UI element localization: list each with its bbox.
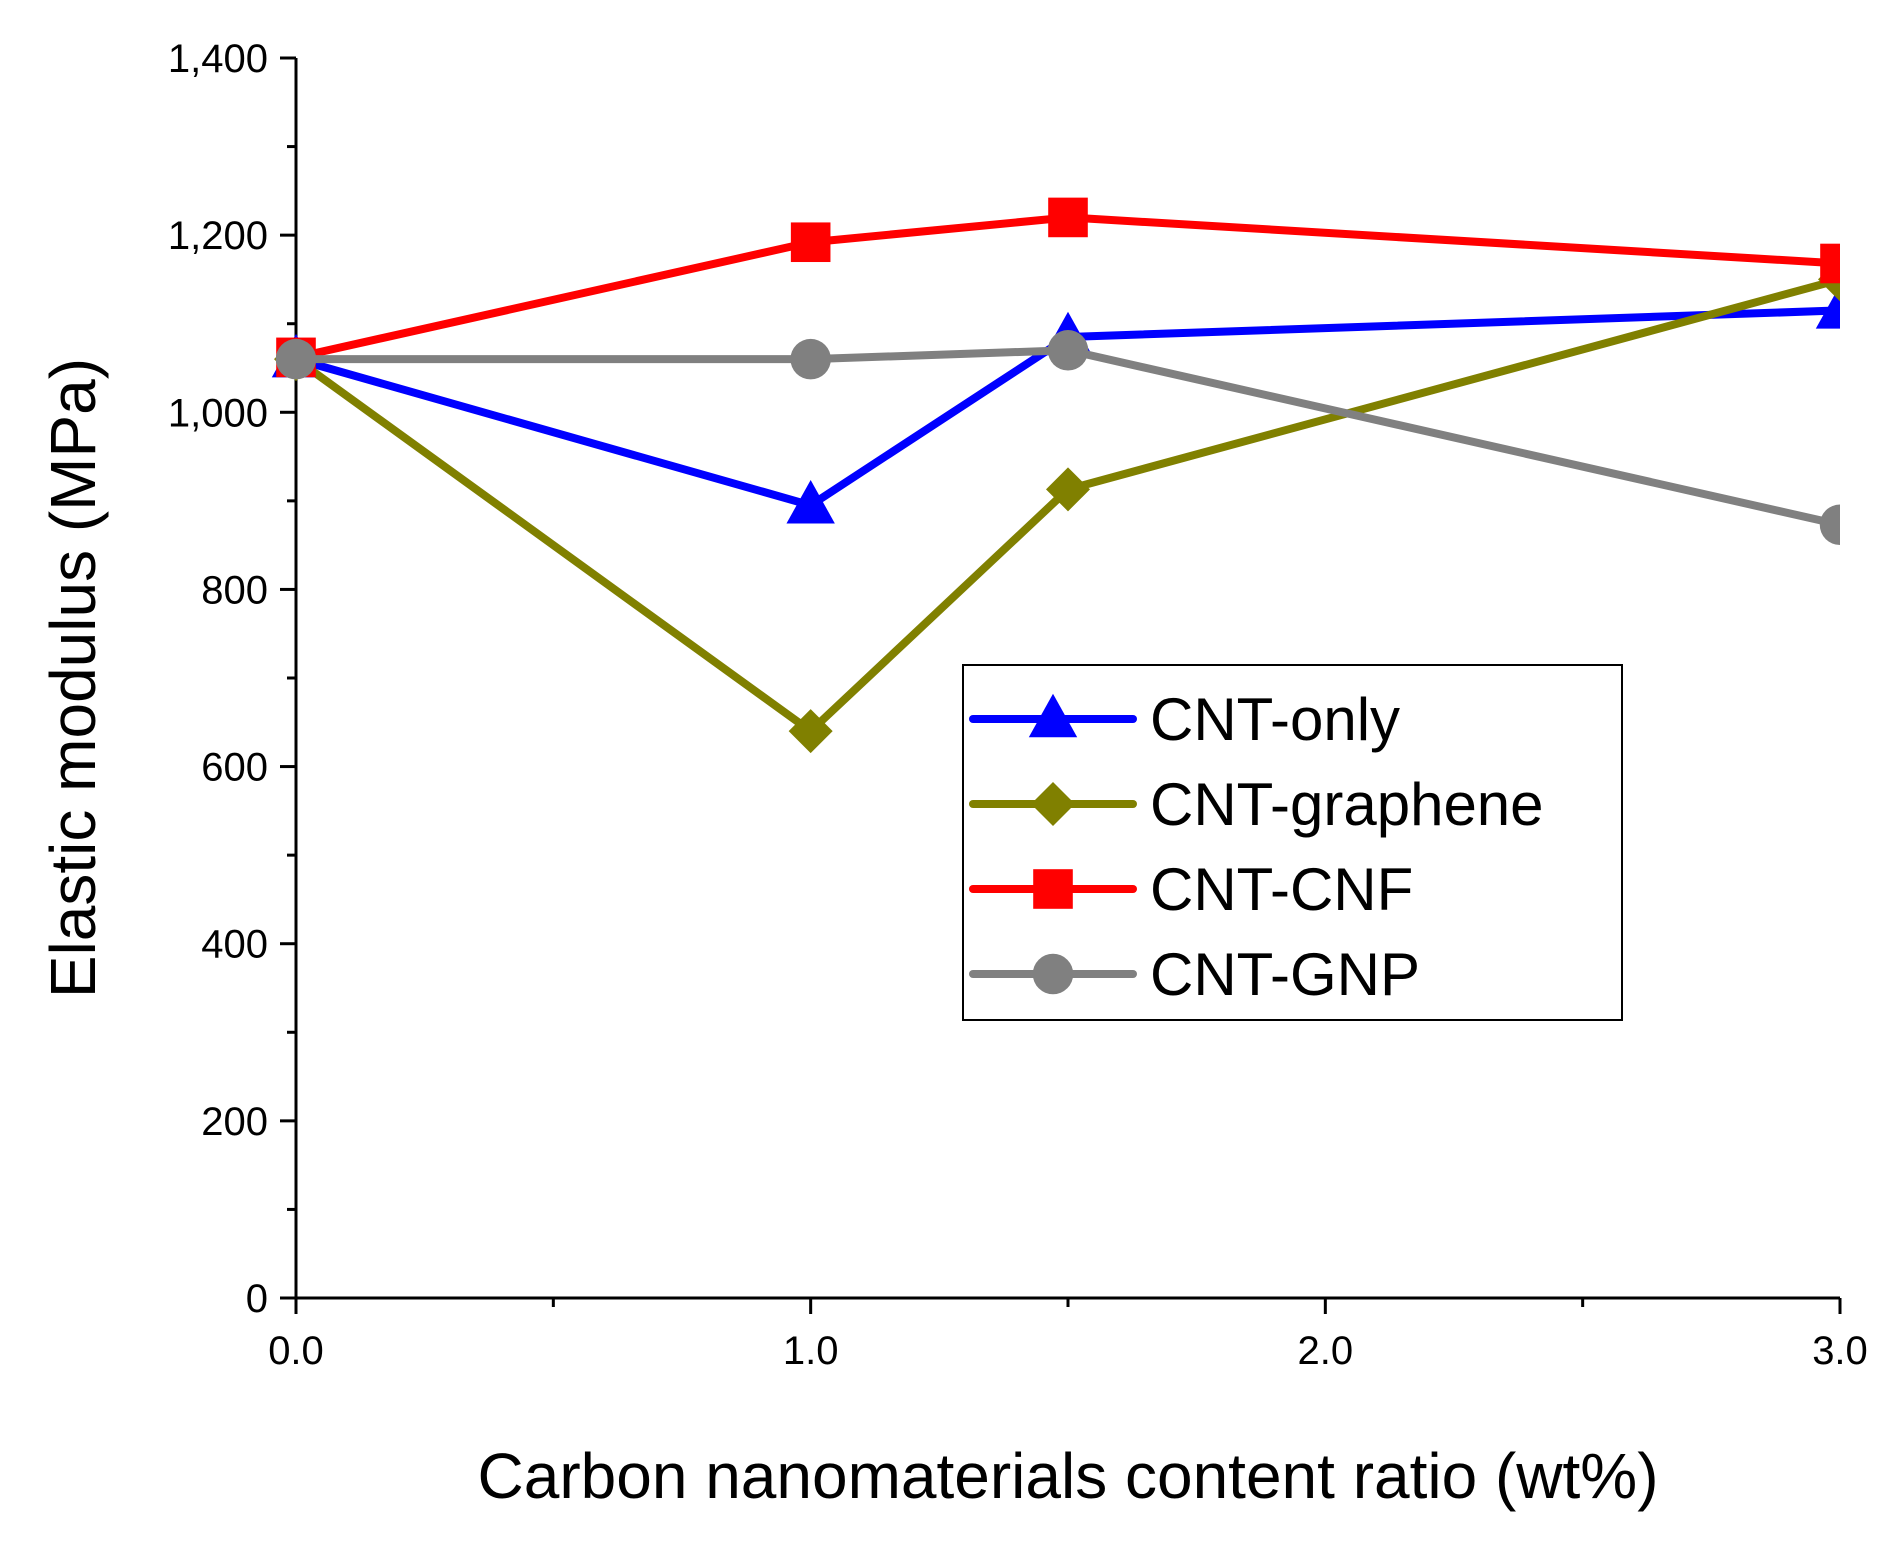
y-tick-label: 0 bbox=[246, 1277, 268, 1321]
y-axis-title: Elastic modulus (MPa) bbox=[37, 358, 109, 998]
data-point bbox=[786, 479, 835, 524]
legend-label: CNT-CNF bbox=[1150, 856, 1413, 923]
series-line bbox=[292, 275, 1840, 736]
legend-box bbox=[962, 664, 1623, 1021]
data-point bbox=[790, 338, 831, 380]
legend-item: CNT-CNF bbox=[969, 856, 1413, 923]
series-line bbox=[292, 213, 1840, 362]
legend-item: CNT-graphene bbox=[969, 771, 1544, 838]
data-point bbox=[790, 222, 831, 263]
legend-marker bbox=[1028, 693, 1078, 738]
x-axis-ticks: 0.0 1.0 2.0 3.0 bbox=[268, 1298, 1868, 1373]
legend-marker bbox=[1032, 953, 1074, 995]
data-point bbox=[1048, 197, 1088, 238]
data-point bbox=[1820, 243, 1840, 284]
data-point bbox=[275, 338, 317, 380]
series-line bbox=[292, 346, 1840, 529]
data-point bbox=[1047, 330, 1089, 371]
data-point bbox=[1819, 504, 1840, 546]
legend: CNT-only CNT-graphene CNT-CNF CNT-GNP bbox=[962, 664, 1623, 1021]
y-tick-label: 1,000 bbox=[168, 391, 268, 435]
data-point bbox=[1815, 285, 1840, 329]
series-line bbox=[292, 306, 1840, 510]
legend-label: CNT-GNP bbox=[1150, 941, 1420, 1008]
y-tick-label: 800 bbox=[201, 568, 268, 612]
legend-label: CNT-only bbox=[1150, 686, 1400, 753]
y-axis-ticks: 0 200 400 600 800 1,000 1,200 1,400 bbox=[168, 37, 296, 1321]
x-tick-label: 0.0 bbox=[268, 1329, 324, 1373]
legend-marker bbox=[1031, 782, 1075, 826]
y-tick-label: 200 bbox=[201, 1100, 268, 1144]
legend-item: CNT-only bbox=[969, 686, 1400, 753]
y-tick-label: 600 bbox=[201, 746, 268, 790]
y-tick-label: 1,400 bbox=[168, 37, 268, 81]
x-tick-label: 1.0 bbox=[783, 1329, 839, 1373]
data-point bbox=[1046, 467, 1090, 512]
x-tick-label: 2.0 bbox=[1298, 1329, 1354, 1373]
x-tick-label: 3.0 bbox=[1812, 1329, 1868, 1373]
y-tick-label: 400 bbox=[201, 923, 268, 967]
legend-item: CNT-GNP bbox=[969, 941, 1420, 1008]
series-layer bbox=[271, 197, 1840, 754]
series-CNT-GNP bbox=[275, 330, 1840, 546]
legend-label: CNT-graphene bbox=[1150, 771, 1544, 838]
y-tick-label: 1,200 bbox=[168, 214, 268, 258]
x-axis-title: Carbon nanomaterials content ratio (wt%) bbox=[478, 1440, 1659, 1512]
legend-marker bbox=[1033, 869, 1073, 909]
data-point bbox=[788, 709, 833, 754]
